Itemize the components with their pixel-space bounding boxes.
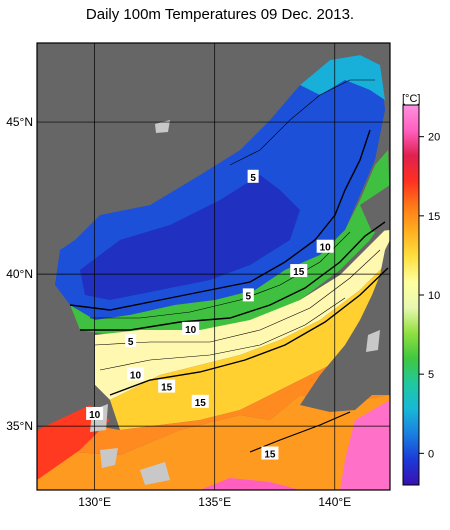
contour-label-box [242, 288, 254, 302]
longitude-labels: 130°E 135°E 140°E [78, 495, 351, 509]
contour-label: 15 [293, 267, 305, 278]
contour-label-box [125, 334, 137, 347]
land-korea-south [37, 285, 110, 425]
map-area: 5 10 15 5 10 5 10 15 15 10 15 [37, 43, 390, 490]
contour-label: 15 [195, 398, 207, 409]
contour-label: 10 [185, 325, 197, 336]
colorbar-tick-label: 0 [428, 448, 434, 460]
longitude-label: 130°E [78, 495, 111, 509]
land-japan-honshu [300, 240, 390, 412]
nodata-patch-3 [140, 462, 170, 485]
graticule [37, 43, 390, 490]
contour-label-box [86, 406, 104, 420]
contour-line-thin-3 [99, 297, 346, 371]
kuroshio-pink-south [200, 478, 300, 490]
pacific-warm-water [37, 395, 390, 490]
contour-label: 5 [250, 173, 256, 184]
contour-label-box [126, 367, 144, 381]
contour-label-box [191, 394, 209, 408]
contour-line-thin-4 [229, 79, 375, 166]
colorbar-tick-label: 5 [428, 369, 434, 381]
front-green-band [70, 150, 390, 335]
longitude-label: 140°E [318, 495, 351, 509]
contour-label: 10 [89, 410, 101, 421]
contour-label: 15 [161, 383, 173, 394]
sea-coldest-core [80, 175, 300, 300]
contour-label-box [290, 264, 308, 278]
contour-label-box [316, 239, 334, 253]
contour-label: 10 [130, 370, 142, 381]
latitude-labels: 45°N 40°N 35°N [6, 115, 33, 433]
nodata-patch-4 [366, 330, 380, 352]
contour-line-5 [69, 129, 371, 311]
sea-warm-south [110, 260, 390, 430]
warm-pale-band [95, 225, 390, 400]
colorbar-tick-label: 20 [428, 132, 440, 144]
colorbar-unit: [°C] [402, 93, 420, 105]
contour-line-thin-2 [94, 249, 381, 346]
contour-label: 10 [320, 243, 332, 254]
latitude-label: 40°N [6, 267, 33, 281]
contour-label: 5 [246, 291, 252, 302]
contour-label: 15 [264, 450, 276, 461]
contour-label: 5 [128, 337, 134, 348]
sea-cool-north [300, 55, 385, 100]
contour-label-box [158, 379, 176, 393]
map-title: Daily 100m Temperatures 09 Dec. 2013. [85, 6, 355, 23]
contour-line-thin-1 [90, 231, 351, 319]
contour-label-box [261, 446, 279, 460]
contour-label-box [182, 321, 200, 335]
nodata-patch-5 [100, 448, 118, 468]
contour-line-10 [80, 221, 386, 331]
contour-line-15 [109, 267, 389, 396]
kuroshio-pink [340, 400, 390, 490]
longitude-label: 135°E [198, 495, 231, 509]
latitude-label: 45°N [6, 115, 33, 129]
latitude-label: 35°N [6, 419, 33, 433]
colorbar-ticks: 0 5 10 15 20 [419, 132, 440, 460]
colorbar [402, 104, 420, 486]
contour-label-box [247, 169, 259, 183]
colorbar-tick-label: 10 [428, 290, 440, 302]
contour-labels: 5 10 15 5 10 5 10 15 15 10 15 [86, 169, 334, 461]
land-russia [45, 43, 390, 215]
colorbar-tick-label: 15 [428, 211, 440, 223]
land-hokkaido [360, 185, 390, 232]
map-frame [36, 42, 391, 491]
nodata-patch-1 [155, 120, 170, 133]
